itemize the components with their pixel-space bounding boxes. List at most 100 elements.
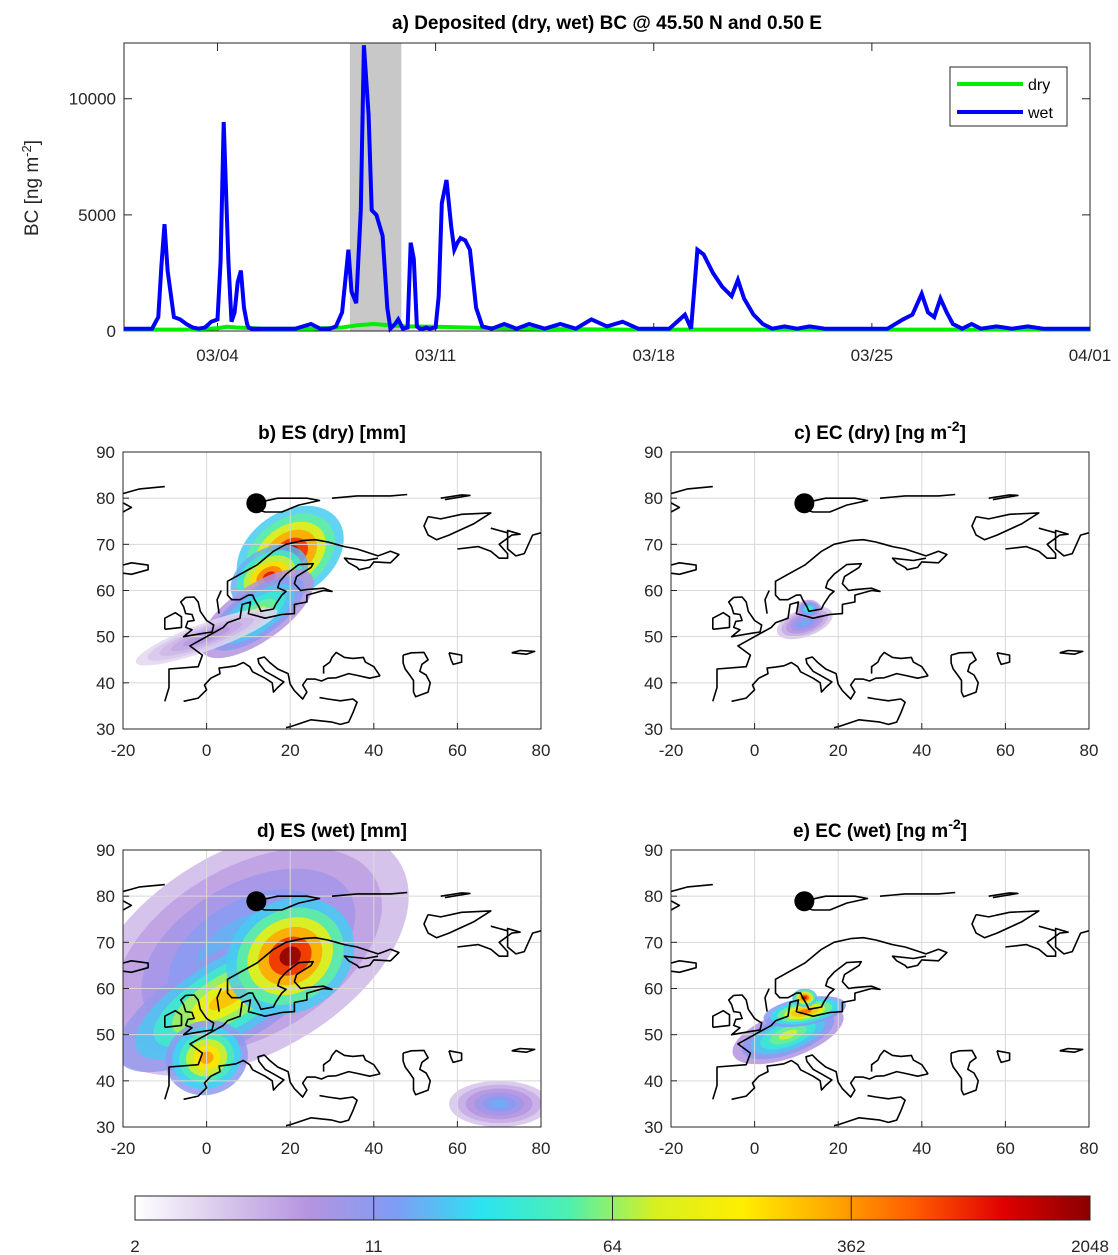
- panel-e-coastline-6: [764, 988, 770, 1012]
- legend: dry wet: [949, 66, 1068, 127]
- panel-c-coastline-7: [950, 651, 979, 698]
- panel-c: c) EC (dry) [ng m-2] -20 0 20 40 60 80 30 40 50 60…: [644, 418, 1098, 760]
- panel-e-coastline-1: [727, 994, 763, 1036]
- panel-d-xtick-label: -20: [111, 1139, 136, 1158]
- panel-d-title: d) ES (wet) [mm]: [257, 821, 407, 842]
- panel-b-coastline-18: [123, 543, 124, 545]
- panel-e-coastline-2: [712, 1009, 731, 1029]
- panel-d-coastline-8: [448, 1050, 463, 1064]
- panel-d-coastline-14: [331, 891, 408, 897]
- panel-b-coastline-3: [183, 656, 381, 703]
- panel-d-grid: [123, 850, 541, 1127]
- panel-b-coastline-0: [164, 538, 400, 702]
- panel-e-xtick-label: 40: [912, 1139, 931, 1158]
- panel-d-coastline-19: [123, 960, 149, 974]
- panel-d-coastline-6: [216, 988, 222, 1012]
- panel-d: d) ES (wet) [mm] -20 0 20 40 60 80 30 40 50 60 70 80…: [96, 821, 550, 1158]
- panel-b-coastline-2: [164, 611, 183, 631]
- colorbar: 2 11 64 362 2048: [130, 1195, 1109, 1255]
- panel-b-ytick-label: 50: [96, 628, 115, 647]
- panel-e-xtick-label: -20: [659, 1139, 684, 1158]
- panel-e-coastline-9: [1059, 1047, 1084, 1053]
- colorbar-tick-label: 2: [130, 1237, 139, 1255]
- panel-b-title-main: b) ES (dry) [mm]: [258, 423, 406, 444]
- ytick-label: 0: [107, 322, 116, 341]
- panel-a: a) Deposited (dry, wet) BC @ 45.50 N and…: [19, 13, 1111, 365]
- panel-d-field: [123, 850, 541, 1127]
- panel-d-ytick-label: 90: [96, 841, 115, 860]
- panel-d-ticks: -20 0 20 40 60 80 30 40 50 60 70 80 90: [96, 841, 550, 1158]
- panel-d-coastline-12: [490, 925, 508, 932]
- panel-d-coastline-10: [423, 910, 492, 939]
- panel-b-coastline-6: [216, 590, 222, 614]
- panel-d-coastline-3: [183, 1054, 381, 1101]
- panel-c-title: c) EC (dry) [ng m-2]: [794, 418, 966, 444]
- panel-c-coastline-2: [712, 611, 731, 631]
- panel-b-xtick-label: 80: [532, 741, 551, 760]
- panel-d-field-blob-4: [490, 1100, 508, 1108]
- panel-e-grid: [671, 850, 1089, 1127]
- panel-a-ylabel: BC [ng m-2]: [19, 140, 43, 236]
- xtick-label: 03/25: [851, 346, 894, 365]
- panel-e-ytick-label: 80: [644, 887, 663, 906]
- xtick-label: 03/18: [632, 346, 675, 365]
- panel-d-xtick-label: 80: [532, 1139, 551, 1158]
- panel-d-xtick-label: 20: [281, 1139, 300, 1158]
- panel-e-title-sup: -2: [948, 816, 961, 832]
- panel-c-coastline-19: [671, 562, 697, 576]
- panel-c-xtick-label: 80: [1080, 741, 1099, 760]
- panel-b-coastline-14: [331, 493, 408, 499]
- panel-e-coastline-11: [1005, 927, 1089, 957]
- panel-e-ytick-label: 60: [644, 980, 663, 999]
- panel-d-coastline-17: [123, 900, 133, 911]
- series-wet-line: [124, 45, 1090, 333]
- panel-c-ytick-label: 40: [644, 674, 663, 693]
- panel-e-coastline-14: [879, 891, 956, 897]
- panel-b: b) ES (dry) [mm] -20 0 20 40 60 80 30 40 50 60 70 80…: [96, 423, 550, 760]
- panel-c-coastline-9: [1059, 649, 1084, 655]
- panel-a-xticks: 03/04 03/11 03/18 03/25 04/01: [196, 43, 1111, 365]
- ytick-label: 10000: [69, 90, 116, 109]
- panel-d-coastline-15: [440, 892, 471, 899]
- panel-d-ytick-label: 60: [96, 980, 115, 999]
- panel-e-xtick-label: 0: [750, 1139, 759, 1158]
- panel-d-ytick-label: 80: [96, 887, 115, 906]
- panel-e: e) EC (wet) [ng m-2] -20 0 20 40 60 80 30 40 50 60…: [644, 816, 1098, 1158]
- panel-e-xtick-label: 80: [1080, 1139, 1099, 1158]
- panel-d-ytick-label: 50: [96, 1026, 115, 1045]
- panel-d-coastline-1: [179, 994, 215, 1036]
- colorbar-ticks: 2 11 64 362 2048: [130, 1196, 1109, 1255]
- xtick-label: 04/01: [1069, 346, 1112, 365]
- panel-c-coastline-4: [870, 651, 929, 677]
- panel-d-coastline-9: [511, 1047, 536, 1053]
- panel-e-title-main: e) EC (wet) [ng m: [793, 821, 948, 842]
- panel-e-ytick-label: 70: [644, 933, 663, 952]
- panel-c-coastline-10: [971, 512, 1040, 541]
- panel-b-coastline-12: [490, 527, 508, 534]
- colorbar-tick-label: 11: [365, 1237, 383, 1255]
- panel-b-xtick-label: -20: [111, 741, 136, 760]
- panel-a-title: a) Deposited (dry, wet) BC @ 45.50 N and…: [392, 13, 822, 34]
- panel-e-coastline-3: [731, 1054, 929, 1101]
- panel-d-coastline-5: [285, 1094, 358, 1127]
- panel-c-coastline-8: [996, 652, 1011, 666]
- panel-b-ytick-label: 70: [96, 535, 115, 554]
- panel-d-coastline-7: [402, 1049, 431, 1096]
- panel-c-coastline-15: [988, 494, 1019, 501]
- legend-box: [949, 66, 1068, 127]
- panel-e-ytick-label: 90: [644, 841, 663, 860]
- panel-c-coastline-5: [833, 696, 906, 729]
- panel-b-site-marker: [246, 493, 267, 514]
- panel-b-ticks: -20 0 20 40 60 80 30 40 50 60 70 80 90: [96, 443, 550, 760]
- panel-c-coastline-0: [712, 538, 948, 702]
- panel-b-coastline-4: [322, 651, 381, 677]
- panel-e-ytick-label: 40: [644, 1072, 663, 1091]
- panel-a-yticks: 0 5000 10000: [69, 90, 1090, 341]
- panel-d-title-main: d) ES (wet) [mm]: [257, 821, 407, 842]
- panel-c-ytick-label: 80: [644, 489, 663, 508]
- legend-dry-label: dry: [1028, 77, 1050, 94]
- panel-c-coastline-16: [671, 485, 713, 495]
- panel-c-coastline-3: [731, 656, 929, 703]
- panel-e-coastline-0: [712, 936, 948, 1100]
- panel-c-coastline-6: [764, 590, 770, 614]
